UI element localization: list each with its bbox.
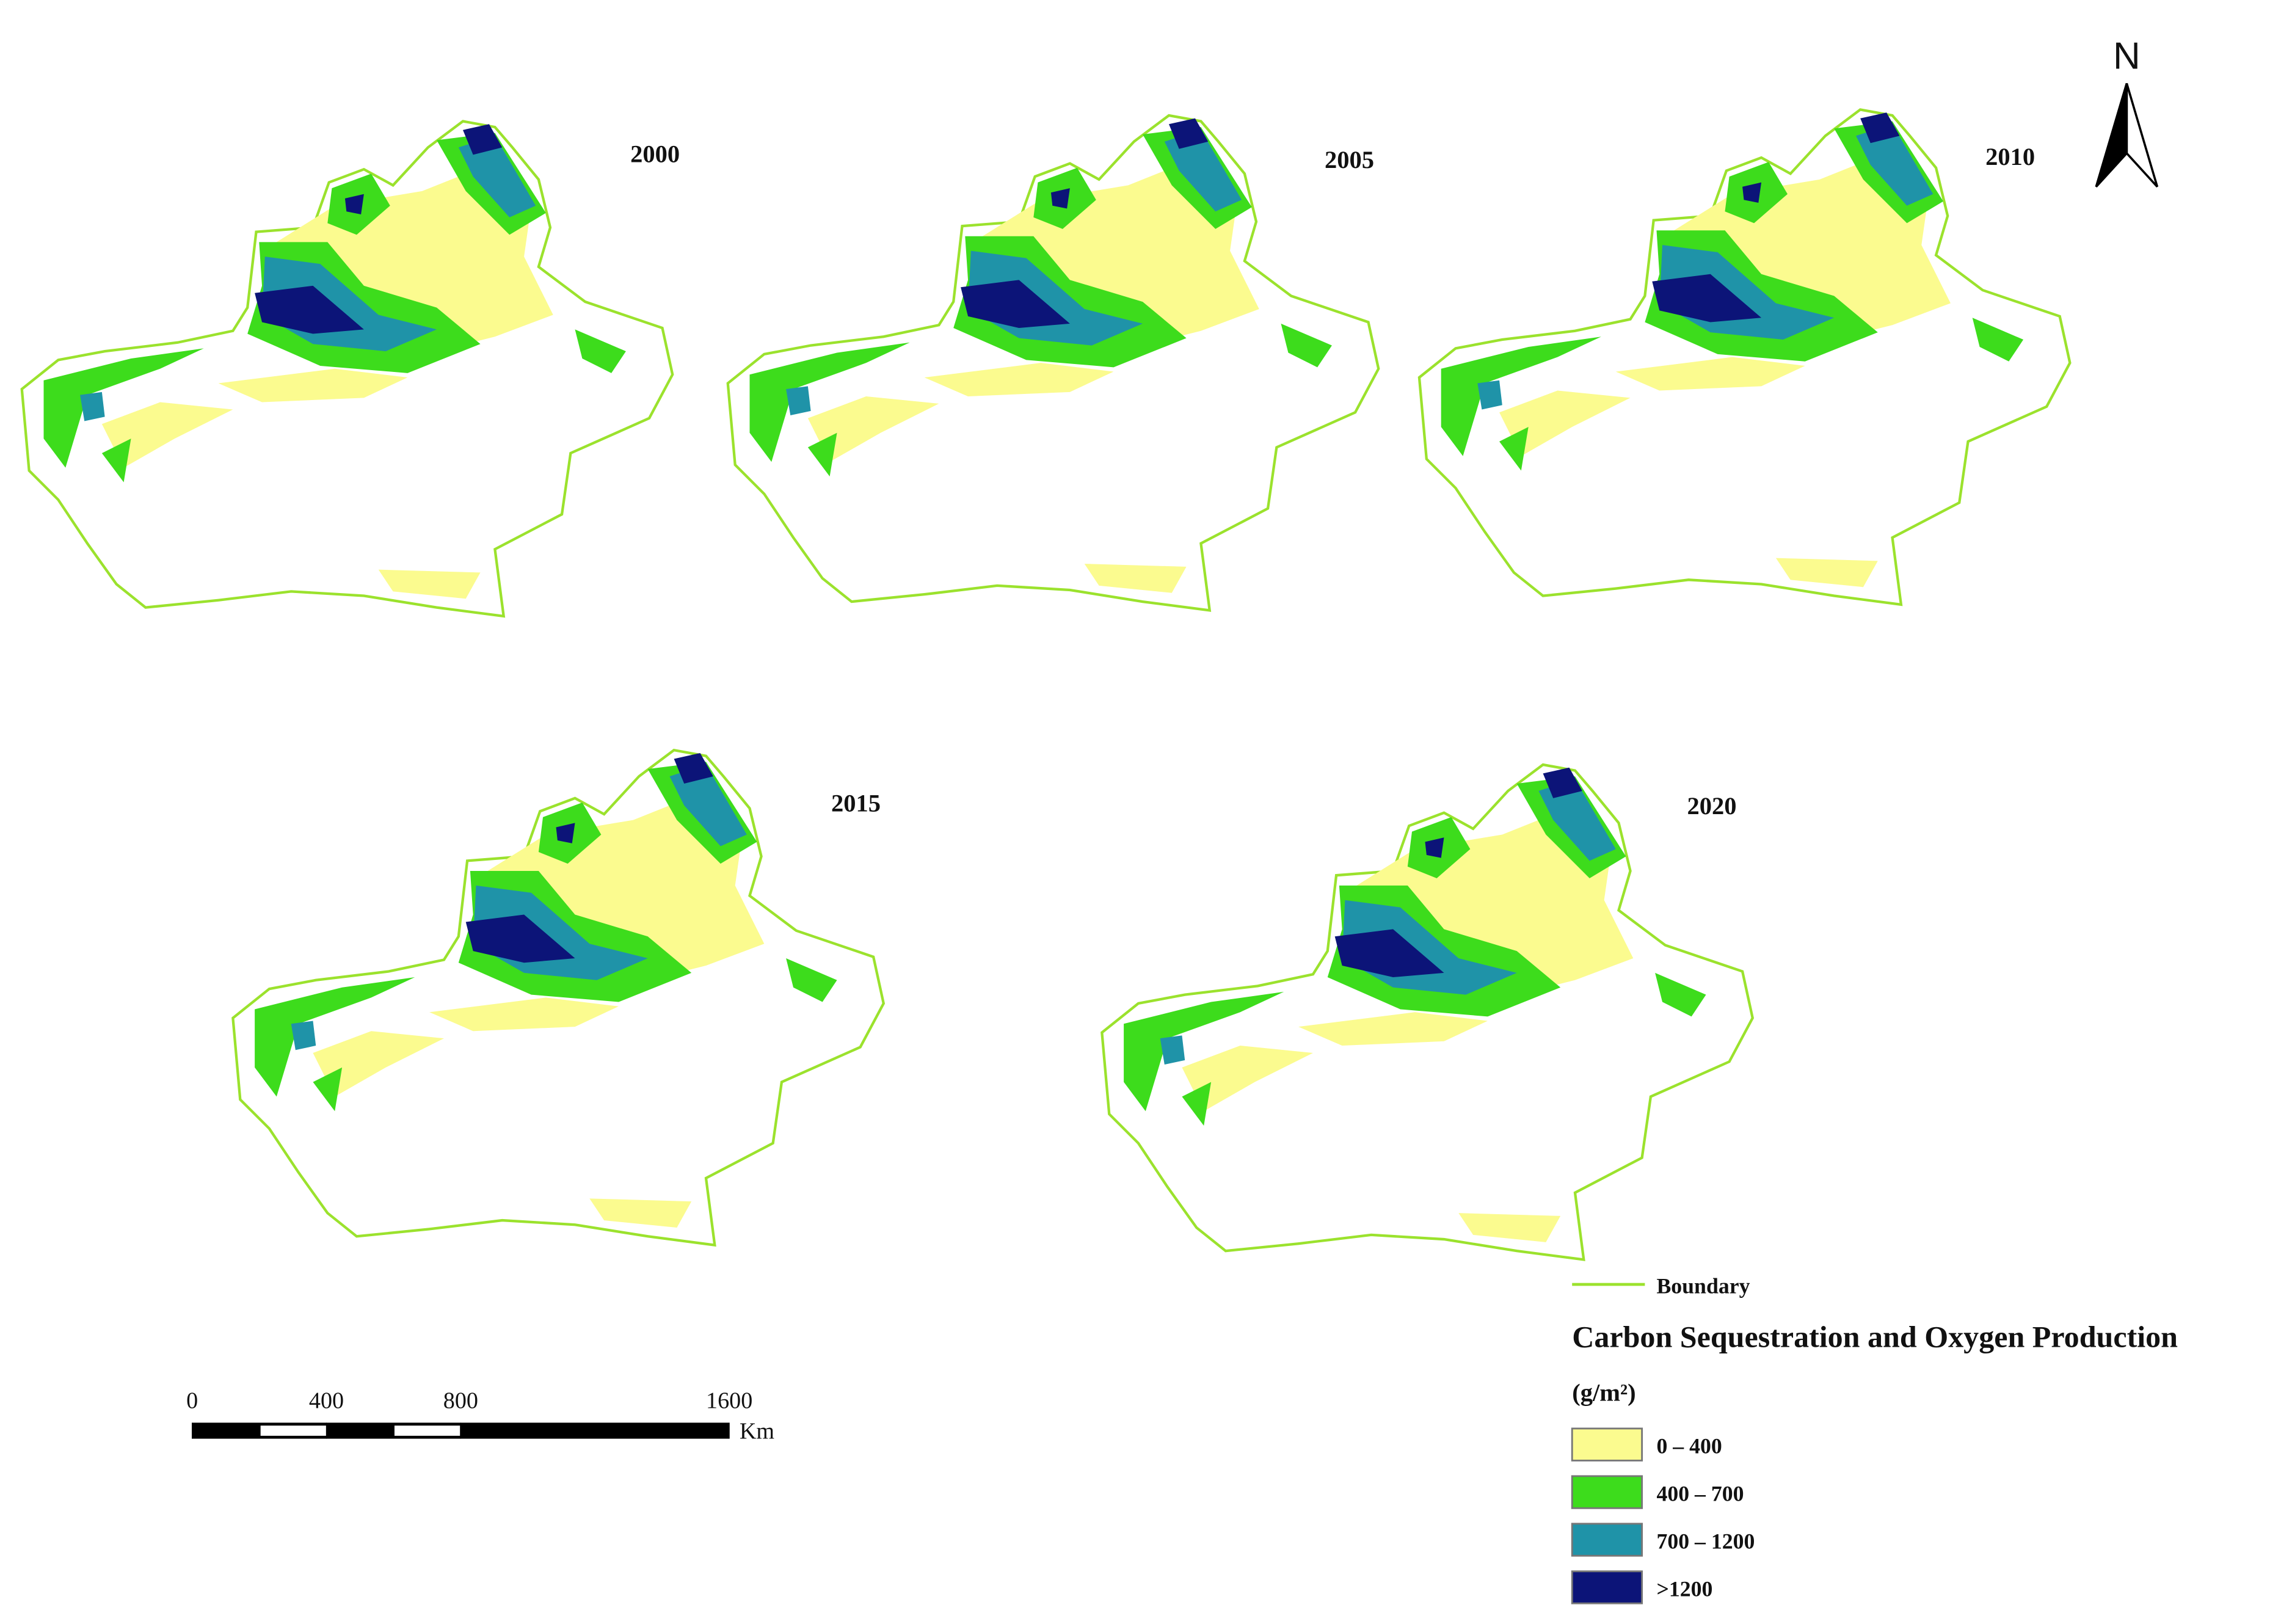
scale-bar-segment <box>260 1426 326 1436</box>
legend: Boundary Carbon Sequestration and Oxygen… <box>1571 1273 2178 1604</box>
legend-label: 0 – 400 <box>1656 1433 1722 1458</box>
legend-label: 700 – 1200 <box>1656 1529 1755 1553</box>
scale-tick-label: 0 <box>186 1388 198 1414</box>
year-label: 2010 <box>1985 143 2035 170</box>
year-label: 2020 <box>1687 792 1737 820</box>
scale-tick-label: 400 <box>309 1388 344 1414</box>
scale-tick-label: 800 <box>443 1388 478 1414</box>
scale-unit: Km <box>740 1419 775 1444</box>
map-panels: 2000 2005 2010 2015 2020 <box>22 109 2070 1259</box>
legend-swatch <box>1571 1475 1643 1509</box>
legend-title: Carbon Sequestration and Oxygen Producti… <box>1572 1319 2178 1353</box>
legend-label: >1200 <box>1656 1576 1712 1601</box>
north-label: N <box>2113 35 2141 78</box>
boundary-label: Boundary <box>1656 1273 1750 1298</box>
map-2000 <box>22 122 672 616</box>
legend-swatch <box>1571 1523 1643 1557</box>
north-arrow: N <box>2095 35 2159 188</box>
scale-bar: Km 0 400 800 1600 <box>186 1388 774 1444</box>
map-2015 <box>233 750 883 1245</box>
map-2020 <box>1102 765 1752 1259</box>
year-label: 2015 <box>831 789 881 817</box>
legend-swatch <box>1571 1427 1643 1462</box>
legend-label: 400 – 700 <box>1656 1481 1744 1506</box>
legend-swatch <box>1571 1570 1643 1604</box>
map-2005 <box>728 115 1378 610</box>
map-2010 <box>1419 109 2070 604</box>
scale-bar-segment <box>394 1426 460 1436</box>
year-label: 2005 <box>1325 146 1374 173</box>
year-label: 2000 <box>630 140 680 167</box>
legend-unit: (g/m²) <box>1572 1379 1635 1407</box>
scale-tick-label: 1600 <box>706 1388 752 1414</box>
